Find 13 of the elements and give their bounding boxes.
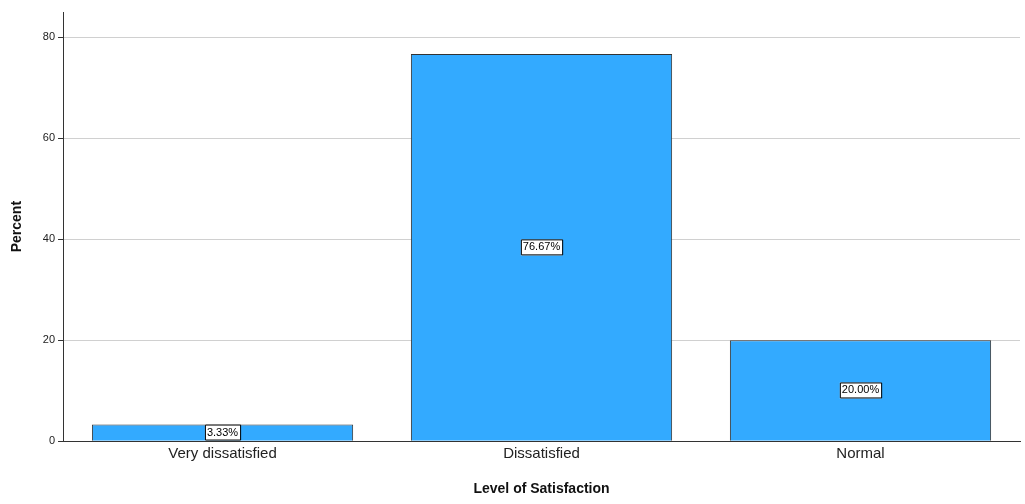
y-tick-label: 40 — [42, 232, 56, 245]
data-label: 20.00% — [841, 383, 880, 396]
x-tick-label: Normal — [836, 444, 885, 462]
x-axis-title: Level of Satisfaction — [473, 480, 610, 497]
y-tick-label: 20 — [42, 333, 56, 346]
y-tick-label: 80 — [42, 30, 56, 43]
x-tick-label: Dissatisfied — [503, 444, 580, 462]
y-tick-label: 60 — [42, 131, 56, 144]
x-tick-label: Very dissatisfied — [168, 444, 277, 462]
data-label: 3.33% — [206, 425, 239, 438]
y-tick-label: 0 — [48, 434, 56, 447]
data-label: 76.67% — [522, 240, 561, 253]
y-axis-title: Percent — [8, 200, 25, 253]
